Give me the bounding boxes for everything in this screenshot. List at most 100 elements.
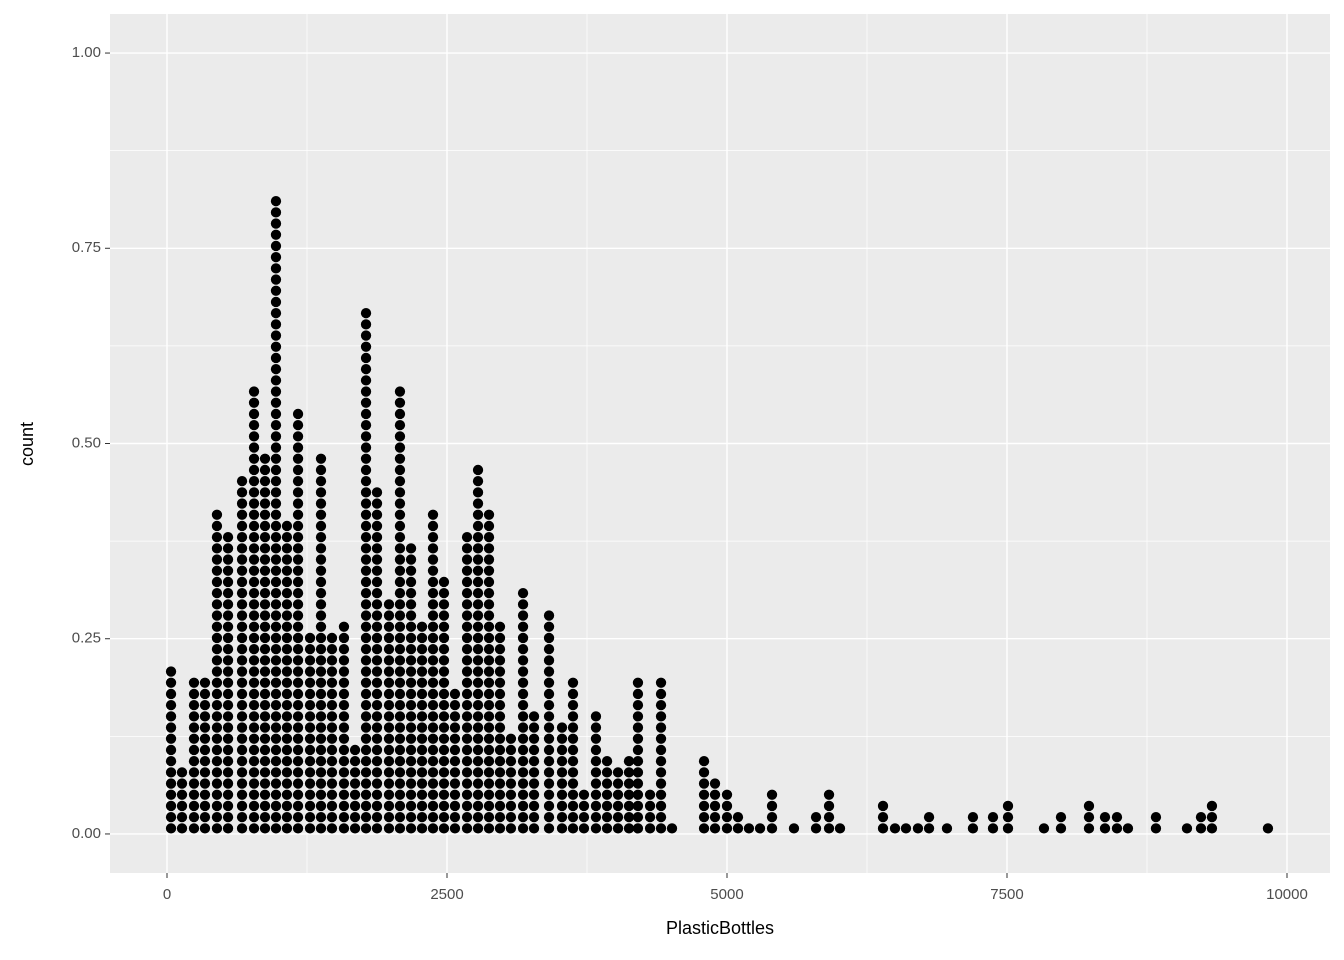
dot xyxy=(578,800,590,812)
dot xyxy=(165,711,177,722)
dot xyxy=(165,812,177,823)
dot xyxy=(394,700,406,711)
dot xyxy=(270,420,282,431)
dot xyxy=(632,700,644,711)
dot xyxy=(315,453,327,464)
dot xyxy=(188,800,200,812)
dot xyxy=(236,756,248,767)
dot xyxy=(472,543,484,554)
dot xyxy=(405,565,417,576)
dot xyxy=(165,733,177,744)
dot xyxy=(449,700,461,711)
dot xyxy=(632,711,644,722)
dot xyxy=(360,341,372,352)
x-tick-label: 7500 xyxy=(990,886,1023,903)
dot xyxy=(698,767,710,778)
dot xyxy=(567,700,579,711)
dot xyxy=(270,733,282,744)
dot-stack xyxy=(449,688,461,834)
dot xyxy=(211,789,223,800)
dot xyxy=(371,621,383,632)
dot xyxy=(371,666,383,677)
dot xyxy=(349,778,361,789)
dot xyxy=(698,789,710,800)
dot xyxy=(292,453,304,464)
dot xyxy=(394,487,406,498)
dot xyxy=(405,767,417,778)
dot xyxy=(632,789,644,800)
dot-stack xyxy=(567,677,579,834)
dot-stack xyxy=(721,789,733,834)
dot xyxy=(315,632,327,644)
dot xyxy=(360,498,372,509)
dot xyxy=(483,610,495,621)
dot xyxy=(165,688,177,700)
dot xyxy=(655,733,667,744)
dot xyxy=(270,677,282,688)
dot xyxy=(270,319,282,330)
dot xyxy=(461,543,473,554)
dot xyxy=(623,789,635,800)
dot xyxy=(655,800,667,812)
dot xyxy=(211,576,223,588)
dot xyxy=(517,700,529,711)
dot xyxy=(259,688,271,700)
dot xyxy=(211,767,223,778)
dot xyxy=(211,700,223,711)
dot xyxy=(483,588,495,599)
dot xyxy=(427,666,439,677)
dot xyxy=(259,621,271,632)
dot xyxy=(270,767,282,778)
dot xyxy=(248,677,260,688)
dot xyxy=(236,823,248,834)
dot xyxy=(165,756,177,767)
x-tick-label: 2500 xyxy=(430,886,463,903)
dot xyxy=(360,464,372,476)
dot-stack xyxy=(1150,812,1162,834)
dot xyxy=(394,442,406,453)
dot xyxy=(222,812,234,823)
dot xyxy=(248,722,260,733)
dot xyxy=(823,812,835,823)
dot xyxy=(211,599,223,610)
dot xyxy=(236,588,248,599)
dot xyxy=(394,509,406,520)
dot xyxy=(517,812,529,823)
dot-stack xyxy=(644,789,656,834)
dot-stack xyxy=(967,812,979,834)
dot xyxy=(601,823,613,834)
dot xyxy=(590,823,602,834)
dot xyxy=(438,610,450,621)
dot xyxy=(360,453,372,464)
dot xyxy=(472,509,484,520)
dot xyxy=(248,767,260,778)
dot xyxy=(438,677,450,688)
dot xyxy=(987,823,999,834)
dot xyxy=(248,621,260,632)
dot xyxy=(315,554,327,565)
dot xyxy=(248,688,260,700)
dot xyxy=(405,576,417,588)
dot xyxy=(371,655,383,666)
dot xyxy=(188,677,200,688)
dot xyxy=(338,812,350,823)
dot xyxy=(259,487,271,498)
dot xyxy=(472,744,484,756)
dot xyxy=(528,800,540,812)
dot-stack xyxy=(528,711,540,834)
dot xyxy=(281,632,293,644)
dot xyxy=(644,789,656,800)
dot xyxy=(371,744,383,756)
dot xyxy=(427,733,439,744)
dot xyxy=(270,554,282,565)
dot xyxy=(292,711,304,722)
dot xyxy=(483,543,495,554)
dot xyxy=(211,610,223,621)
dot xyxy=(405,800,417,812)
dot xyxy=(394,722,406,733)
dot-stack xyxy=(165,666,177,834)
dot xyxy=(416,711,428,722)
dot xyxy=(394,554,406,565)
dot xyxy=(360,397,372,408)
dot xyxy=(236,632,248,644)
